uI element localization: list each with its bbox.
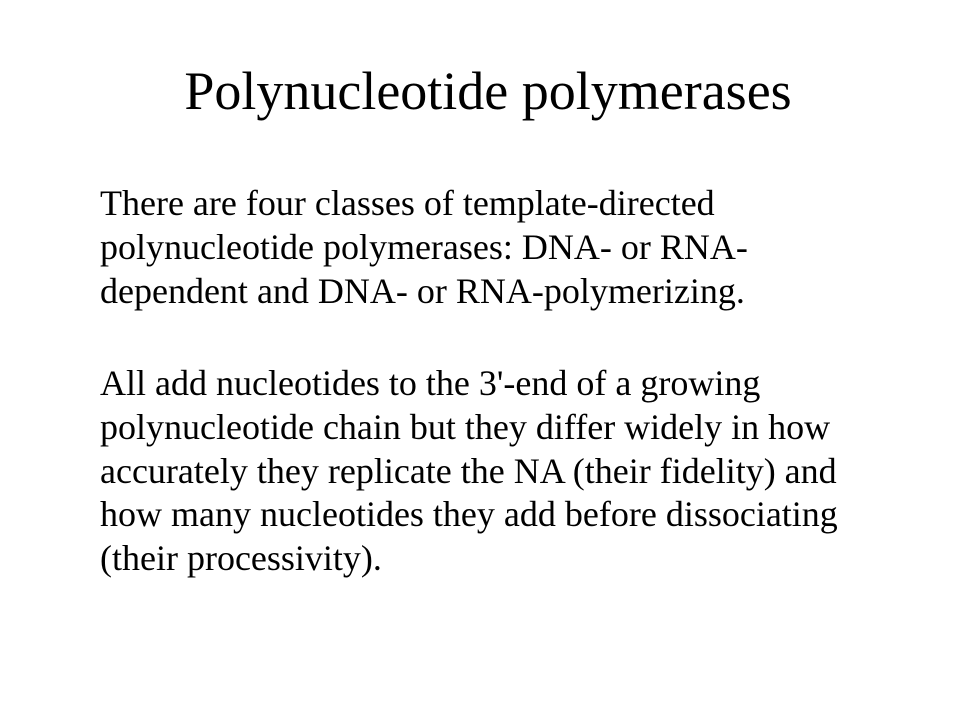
slide-container: Polynucleotide polymerases There are fou… — [0, 0, 960, 720]
paragraph-2: All add nucleotides to the 3'-end of a g… — [100, 362, 860, 582]
paragraph-1: There are four classes of template-direc… — [100, 182, 860, 314]
slide-body: There are four classes of template-direc… — [96, 182, 880, 581]
slide-title: Polynucleotide polymerases — [96, 60, 880, 122]
